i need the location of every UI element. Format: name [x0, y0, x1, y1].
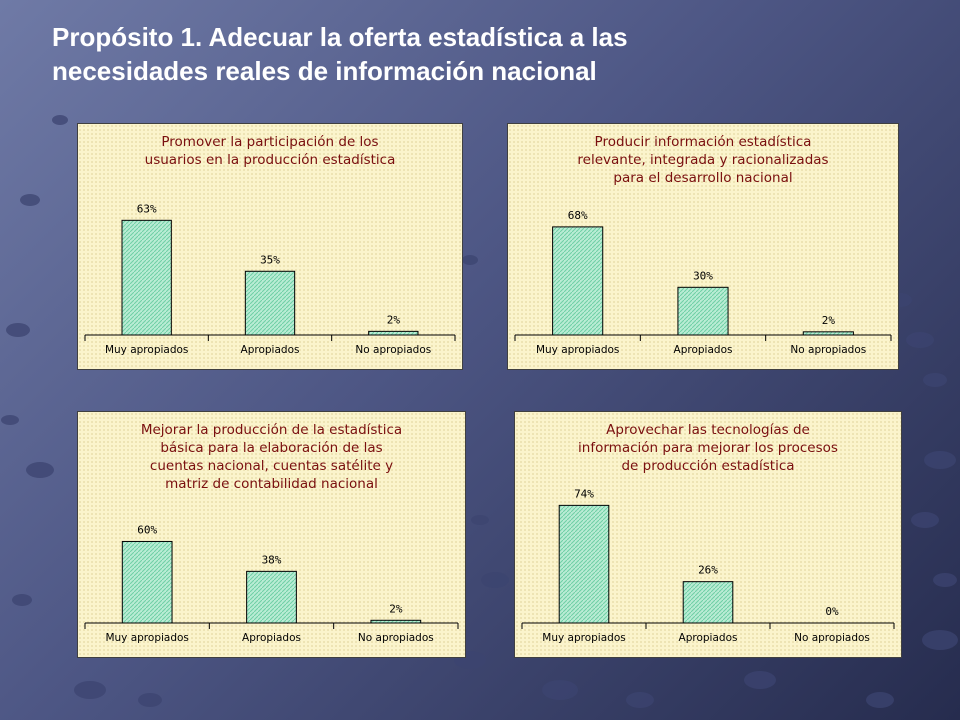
chart-title-line: básica para la elaboración de las [160, 440, 383, 456]
x-tick-label-no-apropiados: No apropiados [790, 344, 866, 356]
background-dot [471, 515, 489, 525]
chart-panel-relevant-information: Producir información estadística relevant… [507, 123, 899, 370]
background-dot [866, 692, 894, 708]
x-tick-label-apropiados: Apropiados [242, 632, 301, 644]
chart-title-line: matriz de contabilidad nacional [165, 476, 378, 492]
x-tick-label-no-apropiados: No apropiados [355, 344, 431, 356]
chart-title: Producir información estadística relevant… [508, 133, 898, 187]
background-dot [542, 680, 578, 700]
background-dot [52, 115, 68, 125]
background-dot [462, 255, 478, 265]
chart-panel-information-technology: Aprovechar las tecnologías de información… [514, 411, 902, 658]
x-tick-label-muy-apropiados: Muy apropiados [105, 344, 188, 356]
background-dot [6, 323, 30, 337]
chart-title-line: Mejorar la producción de la estadística [140, 422, 403, 438]
background-dot [924, 451, 956, 469]
x-tick-label-muy-apropiados: Muy apropiados [105, 632, 188, 644]
background-dot [138, 693, 162, 707]
data-label-apropiados: 35% [260, 253, 280, 266]
bar-apropiados [246, 570, 297, 624]
background-dot [911, 512, 939, 528]
data-label-apropiados: 26% [698, 564, 718, 577]
data-label-apropiados: 30% [693, 269, 713, 282]
background-dot [20, 194, 40, 206]
chart-title-line: cuentas nacional, cuentas satélite y [149, 458, 394, 474]
chart-title-line: usuarios en la producción estadística [144, 152, 396, 168]
chart-title-line: relevante, integrada y racionalizadas [577, 152, 829, 168]
data-label-apropiados: 38% [262, 553, 282, 566]
bar-no-apropiados [370, 619, 422, 624]
data-label-muy-apropiados: 63% [137, 202, 157, 215]
data-label-no-apropiados: 2% [389, 602, 403, 615]
bar-no-apropiados [368, 330, 419, 336]
page-title-line-2: necesidades reales de información nacion… [52, 56, 597, 86]
bar-muy-apropiados [558, 504, 610, 624]
x-tick-label-apropiados: Apropiados [241, 344, 300, 356]
background-dot [74, 681, 106, 699]
page-title: Propósito 1. Adecuar la oferta estadísti… [52, 20, 912, 88]
x-tick-label-no-apropiados: No apropiados [358, 632, 434, 644]
bar-chart: 60% Muy apropiados 38% Apropiados 2% No aprop… [84, 523, 459, 644]
background-dot [1, 415, 19, 425]
data-label-muy-apropiados: 74% [574, 487, 594, 500]
data-label-no-apropiados: 2% [387, 313, 401, 326]
bar-muy-apropiados [121, 540, 173, 624]
x-tick-label-muy-apropiados: Muy apropiados [536, 344, 619, 356]
chart-panel-basic-statistics: Mejorar la producción de la estadística b… [77, 411, 466, 658]
background-dot [12, 594, 32, 606]
data-label-muy-apropiados: 60% [137, 523, 157, 536]
x-tick-label-no-apropiados: No apropiados [794, 632, 870, 644]
chart-panel-participation: Promover la participación de los usuarios… [77, 123, 463, 370]
bar-no-apropiados [802, 331, 854, 336]
chart-title-line: información para mejorar los procesos [578, 440, 838, 456]
page-title-line-1: Propósito 1. Adecuar la oferta estadísti… [52, 22, 628, 52]
chart-title-line: de producción estadística [621, 458, 795, 474]
chart-title: Aprovechar las tecnologías de información… [515, 421, 901, 475]
bar-muy-apropiados [121, 219, 172, 336]
bar-muy-apropiados [552, 226, 604, 336]
chart-title-line: Promover la participación de los [161, 134, 379, 150]
background-dot [26, 462, 54, 478]
chart-title-line: Producir información estadística [594, 134, 812, 150]
bar-chart: 68% Muy apropiados 30% Apropiados 2% No aprop… [514, 209, 892, 356]
chart-title-line: Aprovechar las tecnologías de [606, 422, 810, 438]
background-dot [481, 572, 509, 588]
background-dot [922, 630, 958, 650]
chart-title: Promover la participación de los usuarios… [78, 133, 462, 169]
background-dot [933, 573, 957, 587]
background-dot [744, 671, 776, 689]
x-tick-label-apropiados: Apropiados [679, 632, 738, 644]
data-label-no-apropiados: 0% [825, 605, 839, 618]
bar-apropiados [677, 286, 729, 336]
data-label-no-apropiados: 2% [822, 314, 836, 327]
bar-apropiados [244, 270, 296, 336]
chart-title-line: para el desarrollo nacional [613, 170, 793, 186]
background-dot [906, 332, 934, 348]
bar-chart: 74% Muy apropiados 26% Apropiados 0% No aprop… [521, 487, 895, 644]
chart-title: Mejorar la producción de la estadística b… [78, 421, 465, 493]
background-dot [923, 373, 947, 387]
bar-apropiados [682, 581, 734, 624]
data-label-muy-apropiados: 68% [568, 209, 588, 222]
background-dot [626, 692, 654, 708]
x-tick-label-apropiados: Apropiados [674, 344, 733, 356]
x-tick-label-muy-apropiados: Muy apropiados [542, 632, 625, 644]
bar-chart: 63% Muy apropiados 35% Apropiados 2% No aprop… [84, 202, 456, 356]
